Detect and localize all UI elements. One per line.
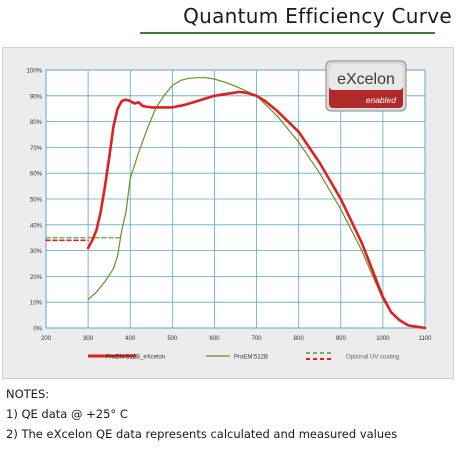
x-tick-label: 800 bbox=[294, 336, 305, 342]
chart-title: Quantum Efficiency Curve bbox=[183, 4, 452, 28]
x-tick-label: 500 bbox=[167, 336, 178, 342]
y-tick-label: 100% bbox=[27, 69, 43, 75]
y-tick-label: 0% bbox=[33, 327, 42, 333]
x-tick-label: 900 bbox=[336, 336, 347, 342]
notes-heading: NOTES: bbox=[6, 387, 50, 401]
y-tick-label: 70% bbox=[30, 146, 43, 152]
x-tick-label: 600 bbox=[209, 336, 220, 342]
badge-brand-text: eXcelon bbox=[337, 71, 395, 88]
note-item: 1) QE data @ +25° C bbox=[6, 407, 128, 421]
y-tick-label: 10% bbox=[30, 301, 43, 307]
x-tick-label: 200 bbox=[41, 336, 52, 342]
y-tick-label: 40% bbox=[30, 223, 43, 229]
legend-label-uv: Optional UV coating bbox=[346, 355, 399, 361]
x-tick-label: 300 bbox=[83, 336, 94, 342]
x-tick-label: 400 bbox=[125, 336, 136, 342]
y-axis-ticks: 0% 10% 20% 30% 40% 50% 60% 70% 80% 90% 100% bbox=[27, 69, 43, 333]
badge-sub-text: enabled bbox=[366, 95, 397, 105]
title-underline bbox=[140, 32, 435, 34]
excelon-badge: eXcelon enabled bbox=[325, 60, 407, 112]
qe-chart: 0% 10% 20% 30% 40% 50% 60% 70% 80% 90% 100% 200 300… bbox=[27, 60, 432, 361]
notes-section: NOTES: 1) QE data @ +25° C 2) The eXcelo… bbox=[6, 384, 466, 444]
series-lines bbox=[45, 77, 427, 330]
y-tick-label: 60% bbox=[30, 172, 43, 178]
y-tick-label: 80% bbox=[30, 120, 43, 126]
y-tick-label: 30% bbox=[30, 249, 43, 255]
legend-label-proem: ProEM:512B bbox=[234, 355, 268, 361]
badge-top-band bbox=[329, 64, 403, 90]
x-tick-label: 700 bbox=[252, 336, 263, 342]
x-tick-label: 1100 bbox=[419, 336, 433, 342]
y-tick-label: 90% bbox=[30, 94, 43, 100]
chart-legend: ProEM:512B_eXcelon ProEM:512B Optional UV … bbox=[88, 352, 399, 361]
y-tick-label: 20% bbox=[30, 275, 43, 281]
x-axis-ticks: 200 300 400 500 600 700 800 900 1000 1100 bbox=[41, 336, 432, 342]
series-line-excelon bbox=[86, 90, 427, 330]
legend-label-excelon: ProEM:512B_eXcelon bbox=[106, 355, 165, 361]
x-tick-label: 1000 bbox=[376, 336, 390, 342]
note-item: 2) The eXcelon QE data represents calcul… bbox=[6, 427, 398, 441]
y-tick-label: 50% bbox=[30, 198, 43, 204]
